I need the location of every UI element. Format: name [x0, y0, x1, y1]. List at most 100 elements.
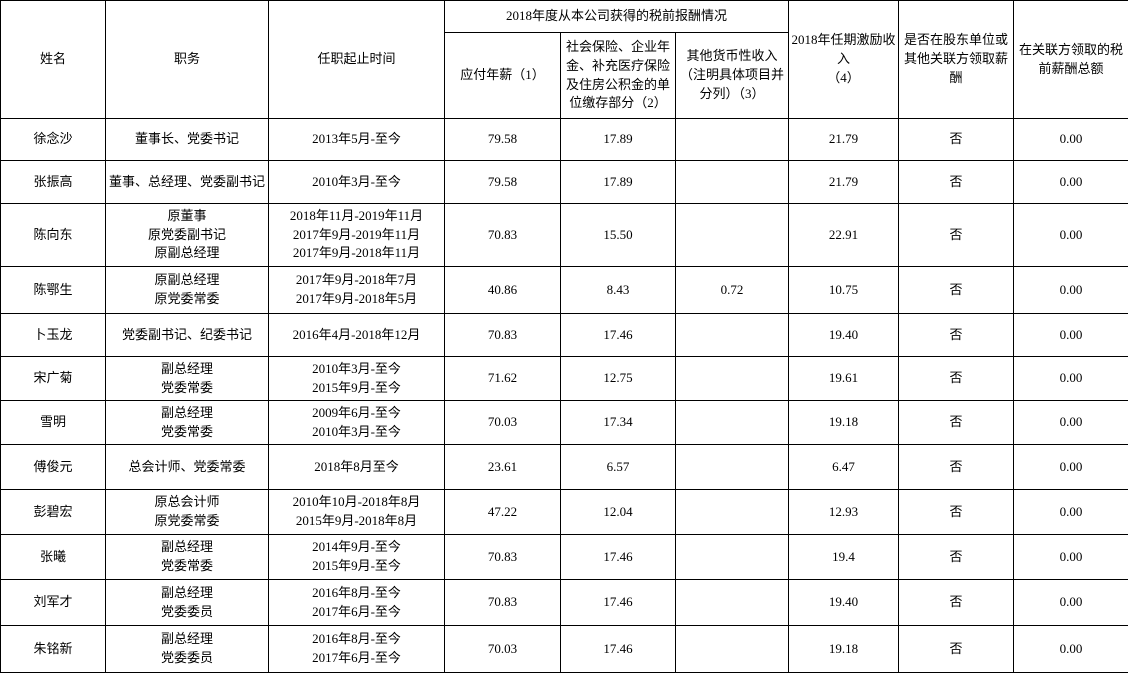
- table-row: 雪明 副总经理 党委常委 2009年6月-至今 2010年3月-至今 70.03…: [1, 401, 1128, 445]
- cell-insurance: 17.89: [561, 161, 676, 204]
- cell-salary: 23.61: [445, 445, 561, 490]
- cell-incentive: 19.61: [789, 357, 899, 401]
- table-row: 刘军才 副总经理 党委委员 2016年8月-至今 2017年6月-至今 70.8…: [1, 580, 1128, 626]
- cell-position: 董事、总经理、党委副书记: [106, 161, 269, 204]
- cell-salary: 70.83: [445, 204, 561, 267]
- header-insurance: 社会保险、企业年金、补充医疗保险及住房公积金的单位缴存部分（2）: [561, 33, 676, 119]
- header-term: 任职起止时间: [269, 1, 445, 119]
- cell-other-income: [676, 204, 789, 267]
- cell-other-income: [676, 580, 789, 626]
- table-row: 彭碧宏 原总会计师 原党委常委 2010年10月-2018年8月 2015年9月…: [1, 490, 1128, 535]
- cell-salary: 79.58: [445, 161, 561, 204]
- cell-shareholder: 否: [899, 580, 1014, 626]
- header-comp-group: 2018年度从本公司获得的税前报酬情况: [445, 1, 789, 33]
- cell-name: 张曦: [1, 535, 106, 580]
- cell-related-total: 0.00: [1014, 490, 1128, 535]
- table-row: 宋广菊 副总经理 党委常委 2010年3月-至今 2015年9月-至今 71.6…: [1, 357, 1128, 401]
- table-header: 姓名 职务 任职起止时间 2018年度从本公司获得的税前报酬情况 2018年任期…: [1, 1, 1128, 119]
- cell-position: 副总经理 党委常委: [106, 357, 269, 401]
- table-row: 朱铭新 副总经理 党委委员 2016年8月-至今 2017年6月-至今 70.0…: [1, 626, 1128, 673]
- cell-position: 原副总经理 原党委常委: [106, 267, 269, 314]
- cell-position: 总会计师、党委常委: [106, 445, 269, 490]
- header-salary: 应付年薪（1）: [445, 33, 561, 119]
- cell-shareholder: 否: [899, 401, 1014, 445]
- cell-salary: 40.86: [445, 267, 561, 314]
- cell-insurance: 17.46: [561, 535, 676, 580]
- table-row: 卜玉龙 党委副书记、纪委书记 2016年4月-2018年12月 70.83 17…: [1, 314, 1128, 357]
- cell-term: 2016年8月-至今 2017年6月-至今: [269, 580, 445, 626]
- cell-term: 2010年10月-2018年8月 2015年9月-2018年8月: [269, 490, 445, 535]
- cell-term: 2009年6月-至今 2010年3月-至今: [269, 401, 445, 445]
- cell-name: 徐念沙: [1, 119, 106, 161]
- cell-name: 刘军才: [1, 580, 106, 626]
- cell-incentive: 19.4: [789, 535, 899, 580]
- cell-incentive: 12.93: [789, 490, 899, 535]
- table-body: 徐念沙 董事长、党委书记 2013年5月-至今 79.58 17.89 21.7…: [1, 119, 1128, 673]
- cell-incentive: 19.40: [789, 314, 899, 357]
- cell-salary: 70.03: [445, 626, 561, 673]
- cell-incentive: 22.91: [789, 204, 899, 267]
- cell-insurance: 17.46: [561, 580, 676, 626]
- cell-other-income: [676, 490, 789, 535]
- table-row: 张振高 董事、总经理、党委副书记 2010年3月-至今 79.58 17.89 …: [1, 161, 1128, 204]
- cell-related-total: 0.00: [1014, 401, 1128, 445]
- cell-related-total: 0.00: [1014, 357, 1128, 401]
- cell-incentive: 19.18: [789, 401, 899, 445]
- cell-salary: 70.03: [445, 401, 561, 445]
- cell-insurance: 17.34: [561, 401, 676, 445]
- cell-name: 张振高: [1, 161, 106, 204]
- cell-shareholder: 否: [899, 357, 1014, 401]
- cell-insurance: 17.46: [561, 314, 676, 357]
- cell-insurance: 8.43: [561, 267, 676, 314]
- cell-term: 2017年9月-2018年7月 2017年9月-2018年5月: [269, 267, 445, 314]
- cell-name: 卜玉龙: [1, 314, 106, 357]
- cell-term: 2013年5月-至今: [269, 119, 445, 161]
- header-name: 姓名: [1, 1, 106, 119]
- cell-incentive: 10.75: [789, 267, 899, 314]
- cell-other-income: [676, 314, 789, 357]
- cell-position: 董事长、党委书记: [106, 119, 269, 161]
- cell-shareholder: 否: [899, 626, 1014, 673]
- cell-shareholder: 否: [899, 314, 1014, 357]
- cell-name: 雪明: [1, 401, 106, 445]
- header-position: 职务: [106, 1, 269, 119]
- cell-salary: 47.22: [445, 490, 561, 535]
- cell-related-total: 0.00: [1014, 535, 1128, 580]
- cell-other-income: [676, 535, 789, 580]
- cell-insurance: 17.89: [561, 119, 676, 161]
- cell-salary: 79.58: [445, 119, 561, 161]
- cell-related-total: 0.00: [1014, 204, 1128, 267]
- cell-insurance: 6.57: [561, 445, 676, 490]
- cell-other-income: [676, 119, 789, 161]
- cell-term: 2010年3月-至今 2015年9月-至今: [269, 357, 445, 401]
- cell-related-total: 0.00: [1014, 626, 1128, 673]
- cell-related-total: 0.00: [1014, 119, 1128, 161]
- cell-other-income: 0.72: [676, 267, 789, 314]
- cell-name: 陈向东: [1, 204, 106, 267]
- cell-name: 宋广菊: [1, 357, 106, 401]
- cell-insurance: 12.75: [561, 357, 676, 401]
- cell-term: 2014年9月-至今 2015年9月-至今: [269, 535, 445, 580]
- cell-name: 陈鄂生: [1, 267, 106, 314]
- cell-shareholder: 否: [899, 490, 1014, 535]
- table-row: 张曦 副总经理 党委常委 2014年9月-至今 2015年9月-至今 70.83…: [1, 535, 1128, 580]
- cell-other-income: [676, 401, 789, 445]
- cell-shareholder: 否: [899, 161, 1014, 204]
- cell-other-income: [676, 445, 789, 490]
- cell-position: 副总经理 党委委员: [106, 626, 269, 673]
- cell-shareholder: 否: [899, 204, 1014, 267]
- table-row: 陈向东 原董事 原党委副书记 原副总经理 2018年11月-2019年11月 2…: [1, 204, 1128, 267]
- cell-term: 2010年3月-至今: [269, 161, 445, 204]
- cell-name: 彭碧宏: [1, 490, 106, 535]
- cell-incentive: 6.47: [789, 445, 899, 490]
- cell-position: 原董事 原党委副书记 原副总经理: [106, 204, 269, 267]
- cell-position: 原总会计师 原党委常委: [106, 490, 269, 535]
- cell-name: 傅俊元: [1, 445, 106, 490]
- cell-shareholder: 否: [899, 535, 1014, 580]
- cell-shareholder: 否: [899, 119, 1014, 161]
- table-row: 陈鄂生 原副总经理 原党委常委 2017年9月-2018年7月 2017年9月-…: [1, 267, 1128, 314]
- cell-incentive: 21.79: [789, 161, 899, 204]
- cell-incentive: 19.18: [789, 626, 899, 673]
- cell-term: 2016年4月-2018年12月: [269, 314, 445, 357]
